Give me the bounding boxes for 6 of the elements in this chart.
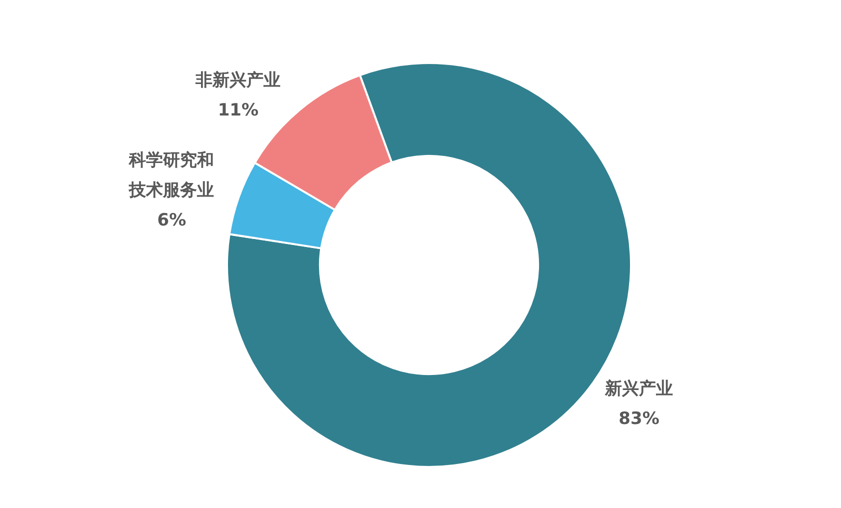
data-label: 11% [218,100,259,120]
slice-label: 新兴产业 [604,379,673,400]
slice-label: 非新兴产业 [194,70,281,90]
data-label: 83% [618,409,660,430]
data-label: 6% [157,210,186,231]
slice-label: 科学研究和技术服务业 [128,150,214,201]
